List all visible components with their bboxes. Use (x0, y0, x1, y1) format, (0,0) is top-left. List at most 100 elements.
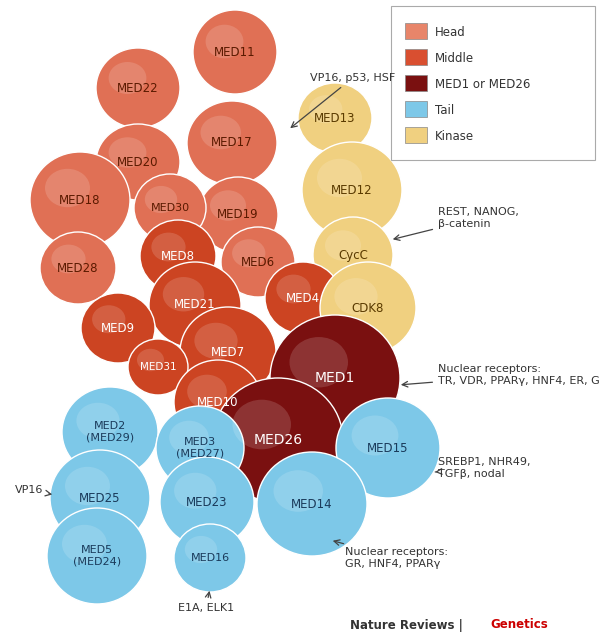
Text: MED2
(MED29): MED2 (MED29) (86, 421, 134, 443)
Ellipse shape (134, 174, 206, 242)
Ellipse shape (302, 142, 402, 238)
Text: MED16: MED16 (190, 553, 230, 563)
Text: VP16, p53, HSF: VP16, p53, HSF (291, 73, 395, 128)
Ellipse shape (309, 95, 343, 123)
Ellipse shape (313, 217, 393, 293)
Ellipse shape (194, 323, 238, 359)
Ellipse shape (200, 115, 241, 149)
Ellipse shape (145, 186, 177, 213)
Text: CDK8: CDK8 (352, 302, 384, 315)
Ellipse shape (76, 403, 119, 439)
Text: MED13: MED13 (314, 112, 356, 124)
Ellipse shape (96, 48, 180, 128)
Text: Head: Head (435, 26, 466, 38)
Text: REST, NANOG,
β-catenin: REST, NANOG, β-catenin (394, 207, 519, 241)
Text: MED4: MED4 (286, 292, 320, 304)
Text: MED12: MED12 (331, 184, 373, 197)
Ellipse shape (290, 337, 348, 387)
Text: Nuclear receptors:
GR, HNF4, PPARγ: Nuclear receptors: GR, HNF4, PPARγ (334, 540, 448, 569)
Text: MED20: MED20 (117, 156, 159, 168)
Ellipse shape (187, 375, 227, 408)
Ellipse shape (257, 452, 367, 556)
Bar (405, 49, 427, 65)
Ellipse shape (334, 278, 377, 315)
Text: Kinase: Kinase (435, 130, 474, 142)
Text: MED1: MED1 (315, 371, 355, 385)
Text: MED19: MED19 (217, 209, 259, 221)
Ellipse shape (50, 450, 150, 546)
Ellipse shape (233, 399, 291, 449)
Ellipse shape (221, 227, 295, 297)
Ellipse shape (92, 305, 125, 333)
Ellipse shape (174, 360, 262, 444)
Text: MED25: MED25 (79, 491, 121, 505)
Ellipse shape (65, 467, 110, 505)
Text: MED26: MED26 (253, 433, 302, 447)
Text: MED28: MED28 (57, 262, 99, 274)
Text: MED17: MED17 (211, 137, 253, 149)
Ellipse shape (174, 524, 246, 592)
Text: MED6: MED6 (241, 255, 275, 269)
Ellipse shape (213, 378, 343, 502)
Text: VP16: VP16 (15, 485, 51, 496)
Text: MED18: MED18 (59, 193, 101, 207)
Ellipse shape (62, 525, 107, 563)
Ellipse shape (210, 190, 246, 221)
Text: MED10: MED10 (197, 396, 239, 408)
Text: Middle: Middle (435, 52, 474, 64)
Text: MED31: MED31 (140, 362, 176, 372)
Ellipse shape (140, 220, 216, 292)
Text: MED1 or MED26: MED1 or MED26 (435, 77, 530, 91)
Ellipse shape (62, 387, 158, 477)
Ellipse shape (265, 262, 341, 334)
Text: Nature Reviews |: Nature Reviews | (350, 618, 467, 632)
Ellipse shape (137, 349, 164, 371)
Ellipse shape (193, 10, 277, 94)
Ellipse shape (336, 398, 440, 498)
Ellipse shape (109, 62, 146, 94)
Ellipse shape (96, 124, 180, 200)
Bar (405, 101, 427, 117)
Ellipse shape (320, 262, 416, 354)
Bar (405, 127, 427, 143)
Ellipse shape (151, 233, 185, 262)
Text: SREBP1, NHR49,
TGFβ, nodal: SREBP1, NHR49, TGFβ, nodal (435, 457, 530, 478)
Ellipse shape (198, 177, 278, 253)
Ellipse shape (180, 307, 276, 397)
Text: MED5
(MED24): MED5 (MED24) (73, 545, 121, 567)
Ellipse shape (163, 277, 204, 311)
Ellipse shape (317, 159, 362, 197)
Text: MED22: MED22 (117, 82, 159, 94)
Ellipse shape (149, 262, 241, 348)
Text: CycC: CycC (338, 248, 368, 262)
Ellipse shape (206, 25, 244, 58)
Ellipse shape (270, 315, 400, 441)
Ellipse shape (298, 83, 372, 153)
Text: MED30: MED30 (151, 203, 190, 213)
Text: Tail: Tail (435, 103, 454, 117)
Ellipse shape (160, 457, 254, 547)
FancyBboxPatch shape (391, 6, 595, 160)
Ellipse shape (185, 536, 217, 563)
Text: Genetics: Genetics (490, 618, 548, 632)
Ellipse shape (156, 406, 244, 490)
Text: Nuclear receptors:
TR, VDR, PPARγ, HNF4, ER, GR: Nuclear receptors: TR, VDR, PPARγ, HNF4,… (402, 364, 600, 387)
Ellipse shape (352, 415, 398, 456)
Ellipse shape (232, 239, 265, 267)
Ellipse shape (47, 508, 147, 604)
Bar (405, 75, 427, 91)
Text: E1A, ELK1: E1A, ELK1 (178, 592, 234, 613)
Text: MED14: MED14 (291, 498, 333, 510)
Text: MED7: MED7 (211, 346, 245, 359)
Ellipse shape (109, 137, 146, 168)
Text: MED11: MED11 (214, 45, 256, 59)
Ellipse shape (274, 470, 323, 512)
Ellipse shape (325, 230, 361, 261)
Ellipse shape (169, 420, 209, 454)
Text: MED23: MED23 (186, 496, 228, 508)
Ellipse shape (128, 339, 188, 395)
Text: MED8: MED8 (161, 249, 195, 262)
Text: MED21: MED21 (174, 299, 216, 311)
Text: MED9: MED9 (101, 322, 135, 334)
Ellipse shape (52, 244, 86, 274)
